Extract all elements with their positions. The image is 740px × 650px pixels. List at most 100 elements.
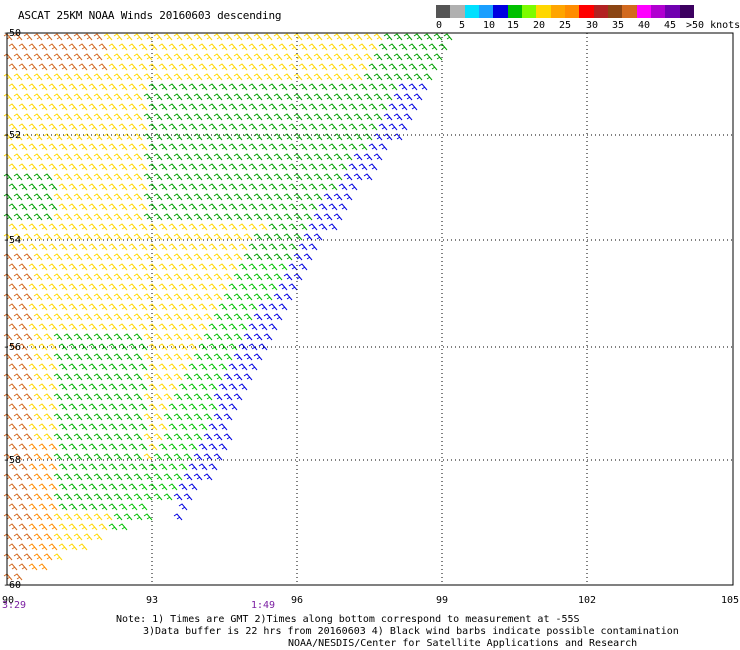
wind-barb bbox=[23, 73, 33, 81]
wind-barb bbox=[123, 453, 133, 461]
wind-barb bbox=[28, 363, 38, 371]
wind-barb bbox=[13, 393, 23, 401]
wind-barb bbox=[333, 213, 343, 221]
wind-barb bbox=[13, 493, 23, 501]
wind-barb bbox=[173, 233, 183, 241]
wind-barb bbox=[158, 223, 168, 231]
wind-barb bbox=[158, 303, 168, 311]
wind-barb bbox=[343, 153, 353, 161]
wind-barb bbox=[48, 363, 58, 371]
wind-barb bbox=[23, 153, 33, 161]
wind-barb bbox=[163, 453, 173, 461]
wind-barb bbox=[168, 323, 178, 331]
wind-barb bbox=[53, 253, 63, 261]
wind-barb bbox=[68, 83, 78, 91]
wind-barb bbox=[153, 413, 163, 421]
wind-barb bbox=[228, 83, 238, 91]
wind-barb bbox=[103, 493, 113, 501]
wind-barb bbox=[38, 383, 48, 391]
wind-barb bbox=[173, 313, 183, 321]
wind-barb bbox=[348, 183, 358, 191]
wind-barb bbox=[183, 393, 193, 401]
wind-barb bbox=[313, 53, 323, 61]
wind-barb bbox=[243, 213, 253, 221]
wind-barb bbox=[283, 253, 293, 261]
wind-barb bbox=[73, 393, 83, 401]
wind-barb bbox=[348, 83, 358, 91]
wind-barb bbox=[303, 133, 313, 141]
wind-barb bbox=[123, 313, 133, 321]
wind-barb bbox=[153, 213, 163, 221]
wind-barb bbox=[383, 53, 393, 61]
wind-barb bbox=[98, 263, 108, 271]
wind-barb bbox=[393, 33, 403, 41]
wind-barb bbox=[63, 53, 73, 61]
wind-barb bbox=[253, 93, 263, 101]
wind-barb bbox=[213, 353, 223, 361]
wind-barb bbox=[243, 173, 253, 181]
lon-labels: 90 93 96 99 102 105 bbox=[2, 595, 739, 606]
wind-barb bbox=[368, 63, 378, 71]
wind-barb bbox=[163, 333, 173, 341]
wind-barb bbox=[273, 233, 283, 241]
wind-barb bbox=[288, 283, 298, 291]
wind-barb bbox=[143, 213, 153, 221]
wind-barb bbox=[48, 263, 58, 271]
wind-barb bbox=[153, 73, 163, 81]
wind-barb bbox=[233, 353, 243, 361]
wind-barb bbox=[253, 53, 263, 61]
wind-barb bbox=[88, 523, 98, 531]
colorbar-label: 35 bbox=[612, 20, 625, 31]
wind-barb bbox=[23, 533, 33, 541]
wind-barb bbox=[228, 143, 238, 151]
wind-barb bbox=[28, 563, 38, 571]
wind-barb bbox=[58, 543, 68, 551]
wind-barb bbox=[158, 63, 168, 71]
wind-barb bbox=[318, 83, 328, 91]
wind-barb bbox=[233, 193, 243, 201]
wind-barb bbox=[103, 93, 113, 101]
wind-barb bbox=[168, 283, 178, 291]
wind-barb bbox=[233, 333, 243, 341]
wind-barb bbox=[118, 363, 128, 371]
wind-barb bbox=[158, 323, 168, 331]
wind-barb bbox=[88, 323, 98, 331]
wind-barb bbox=[108, 403, 118, 411]
wind-barb bbox=[158, 203, 168, 211]
wind-barb bbox=[168, 103, 178, 111]
wind-barb bbox=[118, 483, 128, 491]
wind-barb bbox=[118, 323, 128, 331]
wind-barb bbox=[173, 433, 183, 441]
wind-barb bbox=[38, 303, 48, 311]
wind-barb bbox=[158, 283, 168, 291]
wind-barb bbox=[258, 283, 268, 291]
wind-barb bbox=[63, 473, 73, 481]
wind-barb bbox=[248, 43, 258, 51]
wind-barb bbox=[188, 63, 198, 71]
wind-barb bbox=[128, 183, 138, 191]
map-frame bbox=[6, 32, 734, 586]
wind-barb bbox=[188, 363, 198, 371]
wind-barb bbox=[268, 223, 278, 231]
wind-barb bbox=[278, 143, 288, 151]
wind-barb bbox=[203, 153, 213, 161]
wind-barb bbox=[163, 473, 173, 481]
wind-barb bbox=[228, 123, 238, 131]
wind-barb bbox=[83, 213, 93, 221]
wind-barb bbox=[33, 333, 43, 341]
wind-barb bbox=[53, 233, 63, 241]
wind-barb bbox=[113, 93, 123, 101]
wind-barb bbox=[358, 163, 368, 171]
wind-barb bbox=[73, 453, 83, 461]
wind-barb bbox=[123, 213, 133, 221]
wind-barb bbox=[38, 43, 48, 51]
wind-barb bbox=[83, 153, 93, 161]
wind-barb bbox=[213, 113, 223, 121]
wind-barb bbox=[183, 473, 193, 481]
wind-barb bbox=[288, 203, 298, 211]
wind-barb bbox=[8, 543, 18, 551]
wind-barb bbox=[278, 103, 288, 111]
wind-barb bbox=[83, 113, 93, 121]
wind-barb bbox=[153, 473, 163, 481]
wind-barb bbox=[208, 123, 218, 131]
